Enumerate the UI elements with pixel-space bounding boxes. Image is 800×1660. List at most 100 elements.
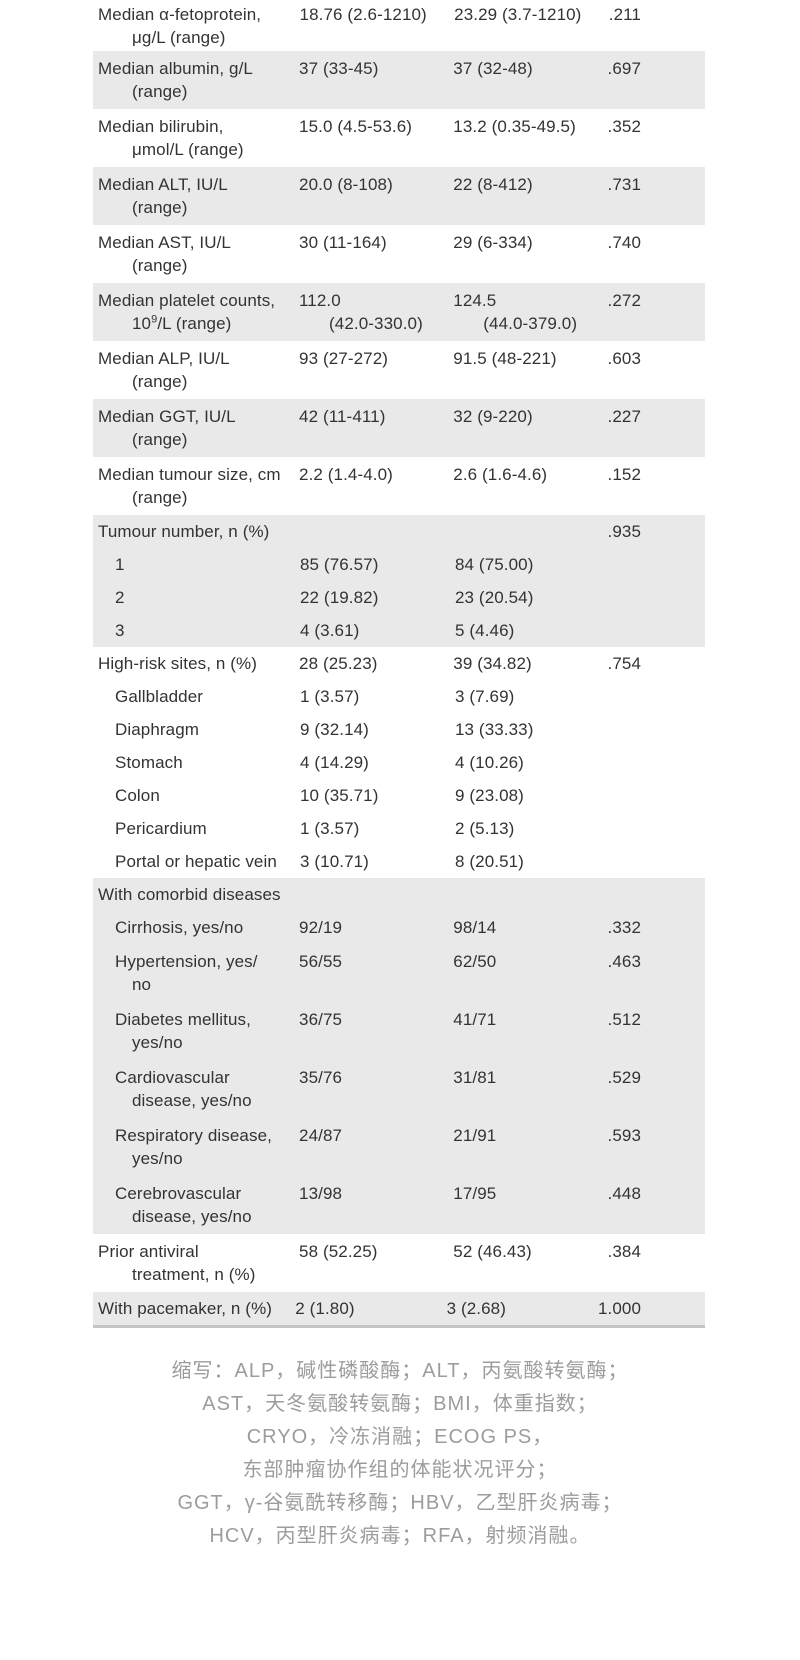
- row-label: Hypertension, yes/no: [98, 950, 299, 996]
- group2-value: 52 (46.43): [453, 1240, 607, 1263]
- group1-value: 4 (3.61): [300, 619, 455, 642]
- table-row: Respiratory disease, yes/no 24/87 21/91 .593: [93, 1118, 705, 1176]
- row-label-line: no: [132, 975, 152, 994]
- group1-value-line: 18.76 (2.6-1210): [299, 5, 427, 24]
- group1-value: 93 (27-272): [299, 347, 453, 370]
- table-row: Median α-fetoprotein, μg/L (range) 18.76 (…: [93, 0, 705, 51]
- row-label-line: 109/L (range): [132, 313, 232, 333]
- group2-value-line: 91.5 (48-221): [453, 349, 557, 368]
- group1-value: 56/55: [299, 950, 453, 973]
- group1-value: 18.76 (2.6-1210): [300, 3, 455, 26]
- table-row: Median GGT, IU/L (range) 42 (11-411) 32 (9-…: [93, 399, 705, 457]
- group1-value: 3 (10.71): [300, 850, 455, 873]
- row-label: Portal or hepatic vein: [98, 850, 300, 873]
- group2-value: 23.29 (3.7-1210): [454, 3, 609, 26]
- table-row: 3 4 (3.61) 5 (4.46): [93, 614, 705, 647]
- group1-value-line: (42.0-330.0): [329, 314, 423, 333]
- row-label-line: Colon: [115, 786, 160, 805]
- p-value: .384: [607, 1242, 642, 1261]
- row-label: High-risk sites, n (%): [98, 652, 299, 675]
- row-label-line: With pacemaker, n (%): [98, 1299, 273, 1318]
- row-label: Median platelet counts, 109/L (range): [98, 289, 299, 335]
- footnote-line: 东部肿瘤协作组的体能状况评分；: [242, 1459, 558, 1481]
- p-value: .731: [607, 175, 642, 194]
- group1-value: 13/98: [299, 1182, 453, 1205]
- p-value: .227: [607, 407, 642, 426]
- row-label: Median α-fetoprotein, μg/L (range): [98, 3, 300, 49]
- table-row: Median albumin, g/L (range) 37 (33-45) 37 (…: [93, 51, 705, 109]
- footnote-line: HCV，丙型肝炎病毒；RFA，射频消融。: [209, 1525, 591, 1547]
- table-row: Median tumour size, cm (range) 2.2 (1.4-4.…: [93, 457, 705, 515]
- group2-value-line: 21/91: [453, 1126, 497, 1145]
- row-label: 3: [98, 619, 300, 642]
- table-row: Gallbladder 1 (3.57) 3 (7.69): [93, 680, 705, 713]
- group1-value-line: 4 (14.29): [300, 753, 369, 772]
- group2-value-line: 31/81: [453, 1068, 497, 1087]
- row-label-line: Diabetes mellitus,: [115, 1010, 251, 1029]
- group2-value: 37 (32-48): [453, 57, 607, 80]
- row-label: Diaphragm: [98, 718, 300, 741]
- group2-value-line: 52 (46.43): [453, 1242, 532, 1261]
- group2-value: 32 (9-220): [453, 405, 607, 428]
- row-label: Median AST, IU/L (range): [98, 231, 299, 277]
- p-value: .211: [608, 5, 641, 24]
- group2-value-line: 23 (20.54): [455, 588, 534, 607]
- row-label-line: 3: [115, 621, 125, 640]
- group2-value-line: 32 (9-220): [453, 407, 533, 426]
- table-row: 2 22 (19.82) 23 (20.54): [93, 581, 705, 614]
- group2-value: 8 (20.51): [455, 850, 610, 873]
- row-label: Median albumin, g/L (range): [98, 57, 299, 103]
- row-label-line: Median α-fetoprotein,: [98, 5, 262, 24]
- row-label: Colon: [98, 784, 300, 807]
- row-label-line: Cardiovascular: [115, 1068, 230, 1087]
- table-row: Median AST, IU/L (range) 30 (11-164) 29 (6-…: [93, 225, 705, 283]
- group2-value: 2 (5.13): [455, 817, 610, 840]
- group2-value: 91.5 (48-221): [453, 347, 607, 370]
- row-label-line: (range): [132, 488, 188, 507]
- group2-value: 17/95: [453, 1182, 607, 1205]
- row-label-line: (range): [132, 372, 188, 391]
- row-label-line: (range): [132, 256, 188, 275]
- p-value: .332: [607, 918, 642, 937]
- row-label-line: disease, yes/no: [132, 1091, 252, 1110]
- row-label: Median ALP, IU/L (range): [98, 347, 299, 393]
- row-label: Tumour number, n (%): [98, 520, 299, 543]
- group1-value: 4 (14.29): [300, 751, 455, 774]
- row-label-line: 1: [115, 555, 125, 574]
- row-label-line: (range): [132, 198, 188, 217]
- row-label-line: Cerebrovascular: [115, 1184, 242, 1203]
- group1-value-line: 24/87: [299, 1126, 343, 1145]
- row-label-line: Pericardium: [115, 819, 207, 838]
- row-label-line: Gallbladder: [115, 687, 204, 706]
- p-value: .529: [607, 1068, 642, 1087]
- row-label: With pacemaker, n (%): [98, 1297, 295, 1320]
- row-label-line: yes/no: [132, 1033, 183, 1052]
- group2-value-line: 22 (8-412): [453, 175, 533, 194]
- table-row: Prior antiviral treatment, n (%) 58 (52.25…: [93, 1234, 705, 1292]
- group2-value: 62/50: [453, 950, 607, 973]
- group2-value: 21/91: [453, 1124, 607, 1147]
- group1-value: 28 (25.23): [299, 652, 453, 675]
- group1-value-line: 30 (11-164): [299, 233, 387, 252]
- row-label-line: (range): [132, 430, 188, 449]
- row-label: Prior antiviral treatment, n (%): [98, 1240, 299, 1286]
- table-row: Diabetes mellitus, yes/no 36/75 41/71 .512: [93, 1002, 705, 1060]
- group1-value: 37 (33-45): [299, 57, 453, 80]
- group1-value: 24/87: [299, 1124, 453, 1147]
- row-label-line: disease, yes/no: [132, 1207, 252, 1226]
- group2-value: 29 (6-334): [453, 231, 607, 254]
- row-label-line: Median albumin, g/L: [98, 59, 253, 78]
- row-label-line: Diaphragm: [115, 720, 200, 739]
- table-row: Pericardium 1 (3.57) 2 (5.13): [93, 812, 705, 845]
- row-label-line: μg/L (range): [132, 28, 226, 47]
- group2-value-line: 13.2 (0.35-49.5): [453, 117, 576, 136]
- footnote-line: GGT，γ-谷氨酰转移酶；HBV，乙型肝炎病毒；: [177, 1492, 623, 1514]
- p-value: .603: [607, 349, 642, 368]
- row-label-line: 2: [115, 588, 125, 607]
- group2-value: 13 (33.33): [455, 718, 610, 741]
- row-label-line: treatment, n (%): [132, 1265, 256, 1284]
- group1-value-line: 36/75: [299, 1010, 343, 1029]
- p-value: .740: [607, 233, 642, 252]
- group2-value: 2.6 (1.6-4.6): [453, 463, 607, 486]
- row-label-line: Hypertension, yes/: [115, 952, 258, 971]
